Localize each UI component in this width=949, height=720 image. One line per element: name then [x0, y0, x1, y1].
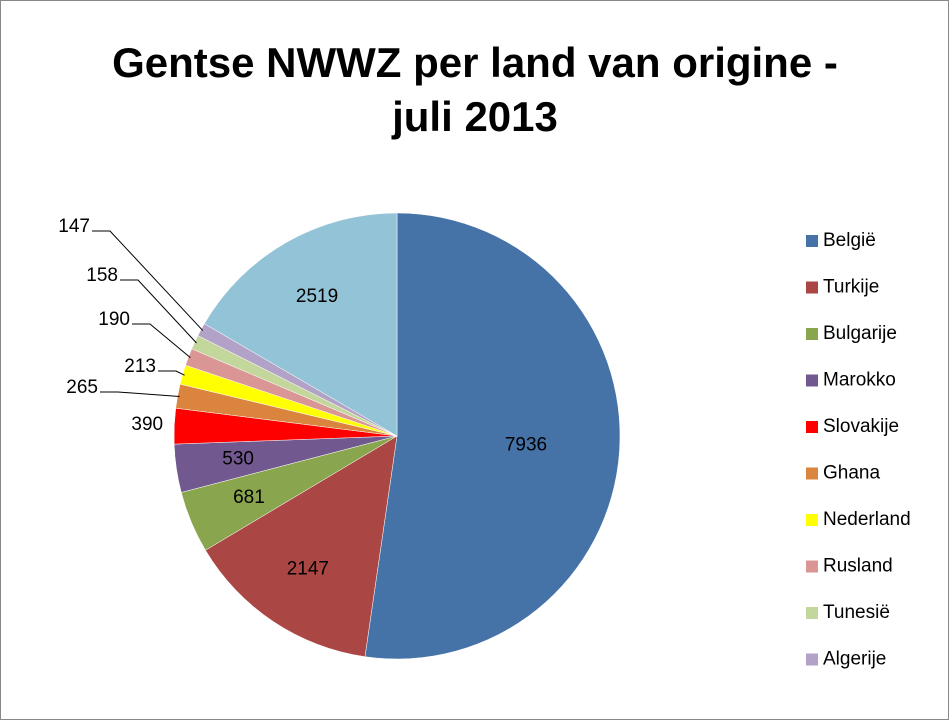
leader-line — [100, 391, 180, 397]
legend-swatch — [806, 514, 818, 526]
pie-slice — [204, 212, 398, 437]
data-label: 158 — [86, 265, 118, 286]
legend-label: Nederland — [823, 509, 911, 530]
data-label: 2147 — [287, 559, 329, 580]
legend-swatch — [806, 607, 818, 619]
data-label: 265 — [66, 377, 98, 398]
data-label: 390 — [131, 414, 163, 435]
pie-slice — [205, 435, 398, 657]
legend-swatch — [806, 653, 818, 666]
legend-swatch — [806, 560, 818, 573]
legend-label: Slovakije — [823, 416, 899, 437]
chart-title: Gentse NWWZ per land van origine - juli … — [112, 39, 838, 140]
legend-label: Ghana — [823, 463, 880, 484]
data-label: 681 — [233, 487, 265, 508]
legend-swatch — [806, 467, 818, 480]
data-label: 213 — [124, 356, 156, 377]
leader-line — [120, 279, 197, 344]
legend-swatch — [806, 281, 818, 294]
legend-label: Tunesië — [823, 602, 890, 623]
legend-label: Turkije — [823, 277, 879, 298]
data-label: 147 — [58, 216, 90, 237]
legend-label: Bulgarije — [823, 323, 897, 344]
legend-swatch — [806, 328, 818, 340]
leader-line — [132, 323, 191, 359]
legend-label: België — [823, 230, 876, 251]
legend-swatch — [806, 374, 818, 387]
pie-slice — [364, 212, 621, 660]
data-label: 190 — [98, 309, 130, 330]
leader-line — [92, 230, 204, 331]
data-label: 7936 — [505, 434, 547, 455]
legend-label: Algerije — [823, 649, 886, 670]
legend-label: Marokko — [823, 370, 896, 391]
leader-line — [158, 370, 185, 376]
legend-swatch — [806, 421, 818, 433]
legend-label: Rusland — [823, 556, 893, 577]
legend-swatch — [806, 235, 818, 247]
data-label: 530 — [222, 448, 254, 469]
data-label: 2519 — [296, 286, 338, 307]
